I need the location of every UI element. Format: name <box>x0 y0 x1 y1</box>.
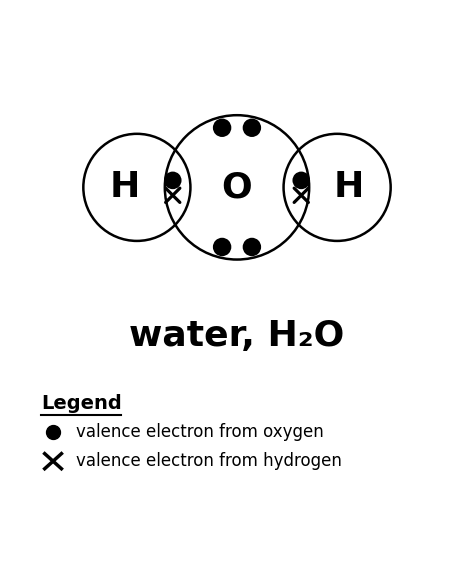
Text: Legend: Legend <box>41 394 122 413</box>
Text: H: H <box>110 171 140 204</box>
Circle shape <box>213 118 231 137</box>
Circle shape <box>243 118 261 137</box>
Text: H: H <box>334 171 364 204</box>
Text: O: O <box>222 171 252 204</box>
Text: water, H₂O: water, H₂O <box>129 319 345 353</box>
Circle shape <box>213 238 231 256</box>
Text: valence electron from oxygen: valence electron from oxygen <box>76 423 324 441</box>
Text: valence electron from hydrogen: valence electron from hydrogen <box>76 452 342 470</box>
Circle shape <box>292 172 310 189</box>
Circle shape <box>243 238 261 256</box>
Circle shape <box>164 172 182 189</box>
